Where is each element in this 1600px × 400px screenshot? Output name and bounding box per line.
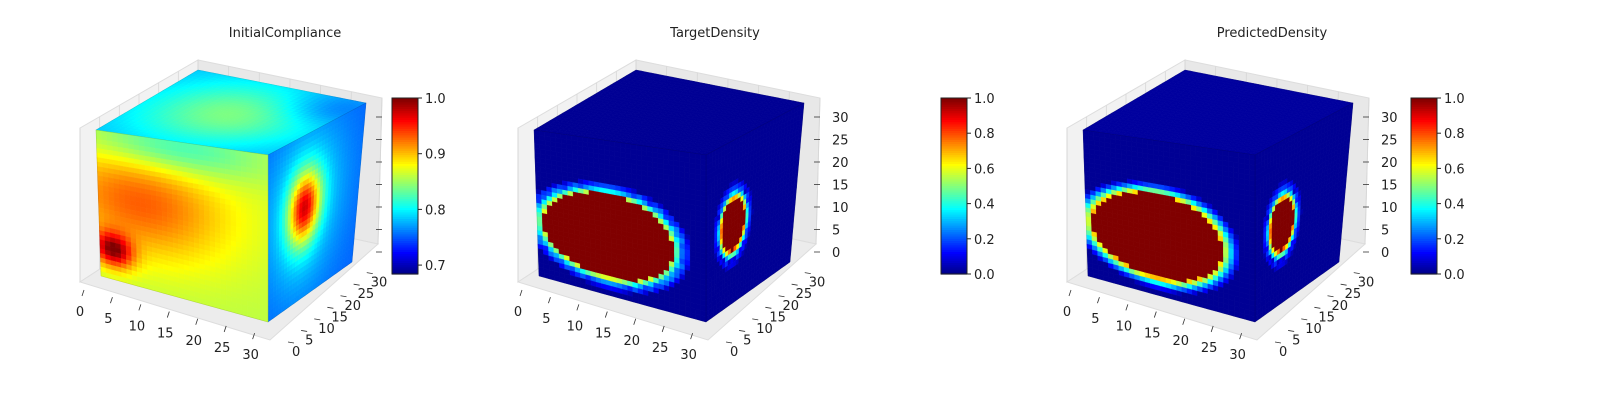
grid-line xyxy=(377,97,383,245)
chart-title: InitialCompliance xyxy=(228,26,342,41)
cube-face-top xyxy=(95,69,367,156)
chart-panel-initial-compliance: InitialCompliance 0 5 10 15 20 25 30 0 5 10 15 20 25… xyxy=(0,0,530,400)
